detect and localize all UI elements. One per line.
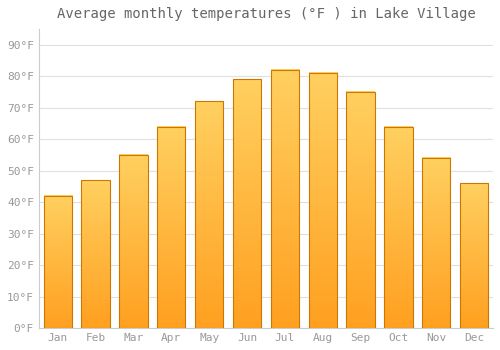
- Bar: [384, 127, 412, 328]
- Bar: [460, 183, 488, 328]
- Bar: [346, 92, 375, 328]
- Bar: [384, 127, 412, 328]
- Bar: [270, 70, 299, 328]
- Bar: [460, 183, 488, 328]
- Bar: [346, 92, 375, 328]
- Bar: [422, 158, 450, 328]
- Bar: [308, 73, 337, 328]
- Bar: [157, 127, 186, 328]
- Bar: [119, 155, 148, 328]
- Bar: [44, 196, 72, 328]
- Bar: [157, 127, 186, 328]
- Bar: [233, 79, 261, 328]
- Bar: [233, 79, 261, 328]
- Bar: [82, 180, 110, 328]
- Bar: [195, 102, 224, 328]
- Title: Average monthly temperatures (°F ) in Lake Village: Average monthly temperatures (°F ) in La…: [56, 7, 476, 21]
- Bar: [82, 180, 110, 328]
- Bar: [119, 155, 148, 328]
- Bar: [195, 102, 224, 328]
- Bar: [44, 196, 72, 328]
- Bar: [270, 70, 299, 328]
- Bar: [422, 158, 450, 328]
- Bar: [308, 73, 337, 328]
